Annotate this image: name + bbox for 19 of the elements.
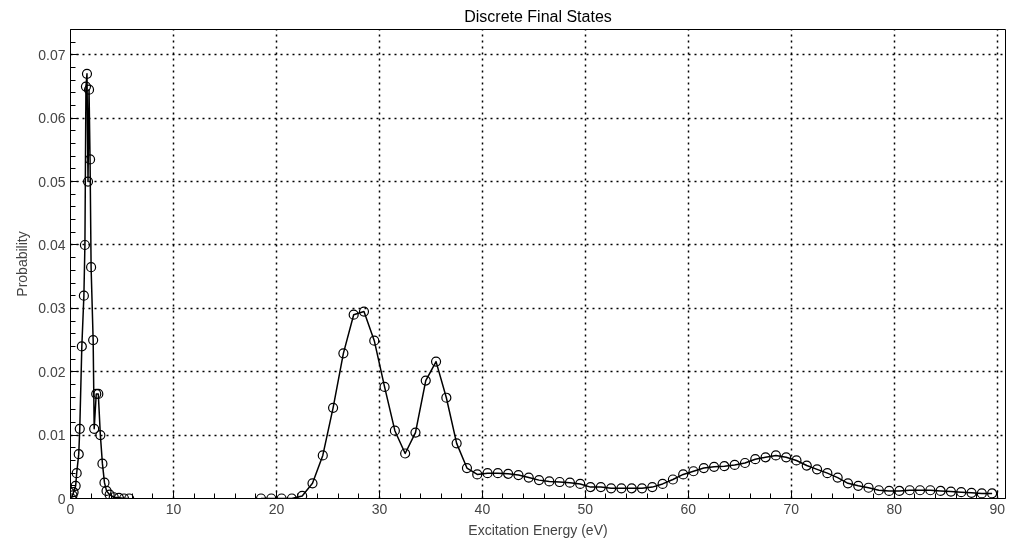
y-tick-label: 0.02 [38,363,66,380]
x-tick-label: 20 [268,500,285,517]
y-tick-label: 0.04 [38,236,66,253]
y-tick-label: 0.01 [38,427,66,444]
x-tick-label: 10 [165,500,182,517]
chart-title: Discrete Final States [464,7,612,25]
x-tick-label: 40 [474,500,491,517]
y-tick-label: 0.03 [38,300,66,317]
y-tick-label: 0.06 [38,110,66,127]
x-tick-label: 90 [989,500,1006,517]
x-tick-label: 80 [886,500,903,517]
x-axis-title: Excitation Energy (eV) [468,521,608,538]
x-tick-label: 50 [577,500,594,517]
x-tick-label: 70 [783,500,800,517]
y-axis-title: Probability [14,231,31,297]
y-tick-label: 0.07 [38,46,66,63]
y-tick-label: 0.05 [38,173,66,190]
x-tick-label: 30 [371,500,388,517]
x-tick-label: 60 [680,500,697,517]
